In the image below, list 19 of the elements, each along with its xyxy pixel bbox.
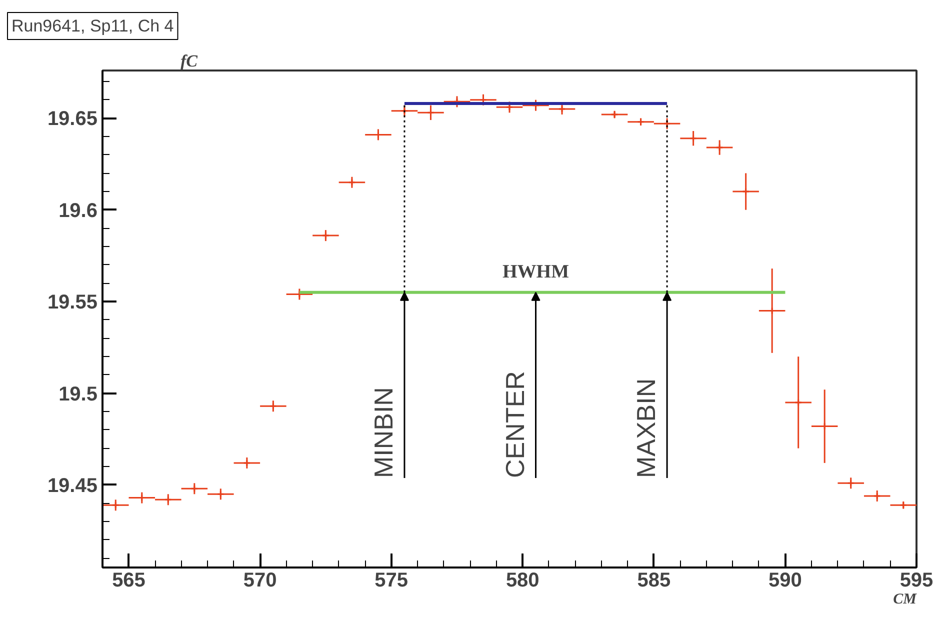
x-tick-label: 590 (768, 570, 802, 592)
y-tick-label: 19.65 (47, 108, 98, 130)
y-tick-label: 19.45 (47, 474, 98, 497)
annotation: MAXBIN (631, 378, 662, 478)
x-tick-label: 595 (900, 570, 934, 592)
annotation: CENTER (500, 371, 530, 478)
x-tick-label: 585 (637, 570, 671, 592)
x-tick-label: 575 (374, 570, 408, 592)
x-tick-label: 580 (506, 570, 540, 592)
x-tick-label: 565 (112, 570, 146, 592)
chart-title: Run9641, Sp11, Ch 4 (12, 16, 174, 36)
y-tick-label: 19.6 (58, 200, 98, 222)
x-axis-title: CM (893, 592, 918, 608)
y-axis-title: fC (180, 52, 198, 70)
y-tick-label: 19.55 (47, 292, 98, 314)
annotation: HWHM (502, 261, 570, 282)
annotation: MINBIN (368, 387, 398, 478)
y-tick-label: 19.5 (58, 383, 98, 406)
x-tick-label: 570 (243, 570, 277, 592)
